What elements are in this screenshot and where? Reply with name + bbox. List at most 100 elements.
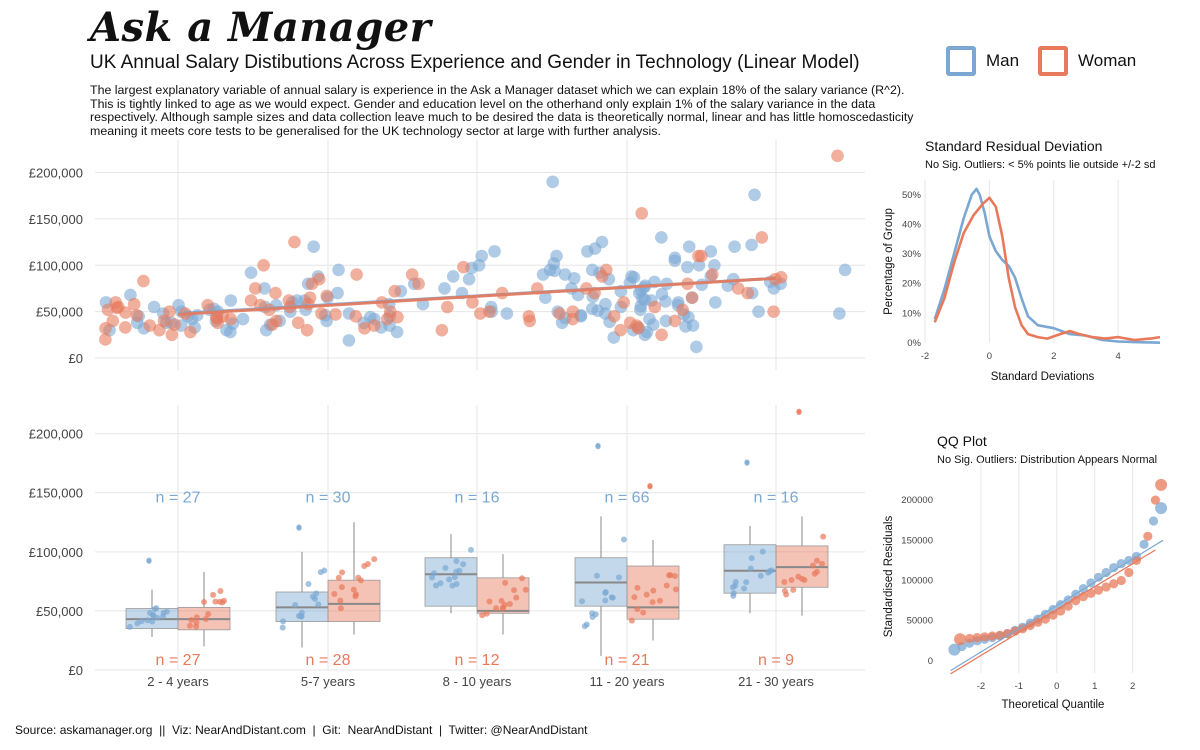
scatter-point [679, 320, 692, 333]
qq-plot-chart: QQ Plot No Sig. Outliers: Distribution Ap… [883, 433, 1168, 711]
scatter-point [358, 322, 371, 335]
y-tick-label: £150,000 [29, 486, 83, 501]
scatter-point [682, 240, 696, 254]
box-iqr [424, 557, 478, 607]
box-outlier-point [744, 459, 750, 465]
box-jitter-point [759, 548, 766, 555]
box-jitter-point [502, 579, 509, 586]
box-jitter-point [219, 599, 226, 606]
scatter-point [634, 299, 648, 313]
scatter-point [331, 286, 344, 300]
scatter-point [767, 305, 780, 318]
y-tick-label: £0 [69, 351, 83, 366]
scatter-point [282, 294, 296, 307]
scatter-point [748, 188, 761, 202]
scatter-point [265, 318, 279, 331]
qq-point [1155, 502, 1168, 515]
y-tick-label: 150000 [901, 535, 933, 546]
box-jitter-point [640, 609, 647, 616]
legend-item-man: Man [946, 46, 1019, 76]
box-jitter-point [479, 612, 486, 619]
box-jitter-point [292, 602, 299, 609]
y-tick-label: 30% [902, 249, 922, 260]
scatter-point [244, 266, 258, 279]
x-tick-label: 4 [1116, 351, 1121, 362]
y-tick-label: £0 [69, 663, 83, 678]
box-jitter-point [193, 619, 200, 626]
box-jitter-point [768, 567, 775, 574]
scatter-point [655, 231, 668, 244]
box-jitter-point [205, 611, 212, 618]
scatter-point [163, 305, 176, 318]
scatter-point [690, 340, 703, 354]
scatter-point [648, 300, 662, 314]
x-tick-label: -2 [921, 351, 929, 362]
scatter-point [755, 231, 769, 244]
y-tick-label: 100000 [901, 576, 933, 587]
box-jitter-point [337, 597, 344, 604]
y-tick-label: 200000 [901, 495, 933, 506]
scatter-point [614, 323, 627, 337]
box-jitter-point [820, 533, 827, 540]
box-jitter-point [801, 576, 808, 583]
box-jitter-point [371, 556, 378, 563]
scatter-point [473, 307, 487, 320]
qq-point [1116, 575, 1126, 586]
x-axis-title: Standard Deviations [991, 371, 1095, 383]
scatter-point [291, 316, 305, 330]
scatter-point [349, 309, 363, 323]
box-jitter-point [212, 598, 219, 605]
box-jitter-point [643, 591, 650, 598]
qq-point [1116, 559, 1126, 569]
density-line-man [933, 187, 1161, 344]
scatter-point [367, 319, 381, 332]
brand-title: Ask a Manager [90, 4, 432, 51]
box-jitter-point [350, 586, 357, 593]
qq-point [1155, 478, 1168, 491]
box-jitter-point [730, 592, 737, 599]
qq-point [980, 632, 990, 642]
scatter-point [566, 312, 580, 326]
box-jitter-point [795, 573, 802, 580]
y-tick-label: 0 [928, 656, 933, 667]
scatter-point [466, 296, 479, 309]
scatter-point [258, 282, 271, 295]
x-tick-label: 2 [1130, 681, 1135, 692]
box-outlier-point [796, 408, 802, 414]
scatter-point [201, 298, 214, 312]
scatter-point [659, 295, 672, 308]
x-tick-label: 21 - 30 years [738, 674, 814, 689]
box-jitter-point [451, 574, 458, 581]
qq-point [1109, 579, 1119, 589]
scatter-point [307, 240, 320, 254]
scatter-point [320, 289, 334, 303]
qq-point [995, 630, 1005, 640]
x-tick-label: -2 [977, 681, 985, 692]
scatter-point [380, 312, 394, 326]
box-jitter-point [666, 572, 673, 579]
scatter-point [709, 296, 722, 309]
qq-point [1148, 516, 1159, 526]
box-jitter-point [819, 560, 826, 567]
y-tick-label: 10% [902, 308, 922, 319]
n-count-label: n = 9 [758, 652, 794, 669]
scatter-point [391, 310, 404, 324]
box-jitter-point [483, 610, 490, 617]
scatter-point [676, 303, 689, 317]
box-jitter-point [202, 616, 209, 623]
y-tick-label: 20% [902, 279, 922, 290]
box-jitter-point [743, 579, 750, 586]
box-outlier-point [647, 483, 653, 489]
box-jitter-point [781, 579, 788, 586]
scatter-point [438, 282, 451, 295]
scatter-point [305, 277, 319, 291]
scatter-point [119, 321, 132, 334]
box-jitter-point [144, 617, 151, 624]
n-count-label: n = 27 [156, 490, 201, 507]
scatter-point [488, 245, 501, 258]
box-jitter-point [338, 584, 345, 591]
x-tick-label: 1 [1092, 681, 1097, 692]
scatter-point [147, 300, 161, 314]
scatter-point [329, 308, 342, 321]
qq-point [1101, 567, 1111, 578]
